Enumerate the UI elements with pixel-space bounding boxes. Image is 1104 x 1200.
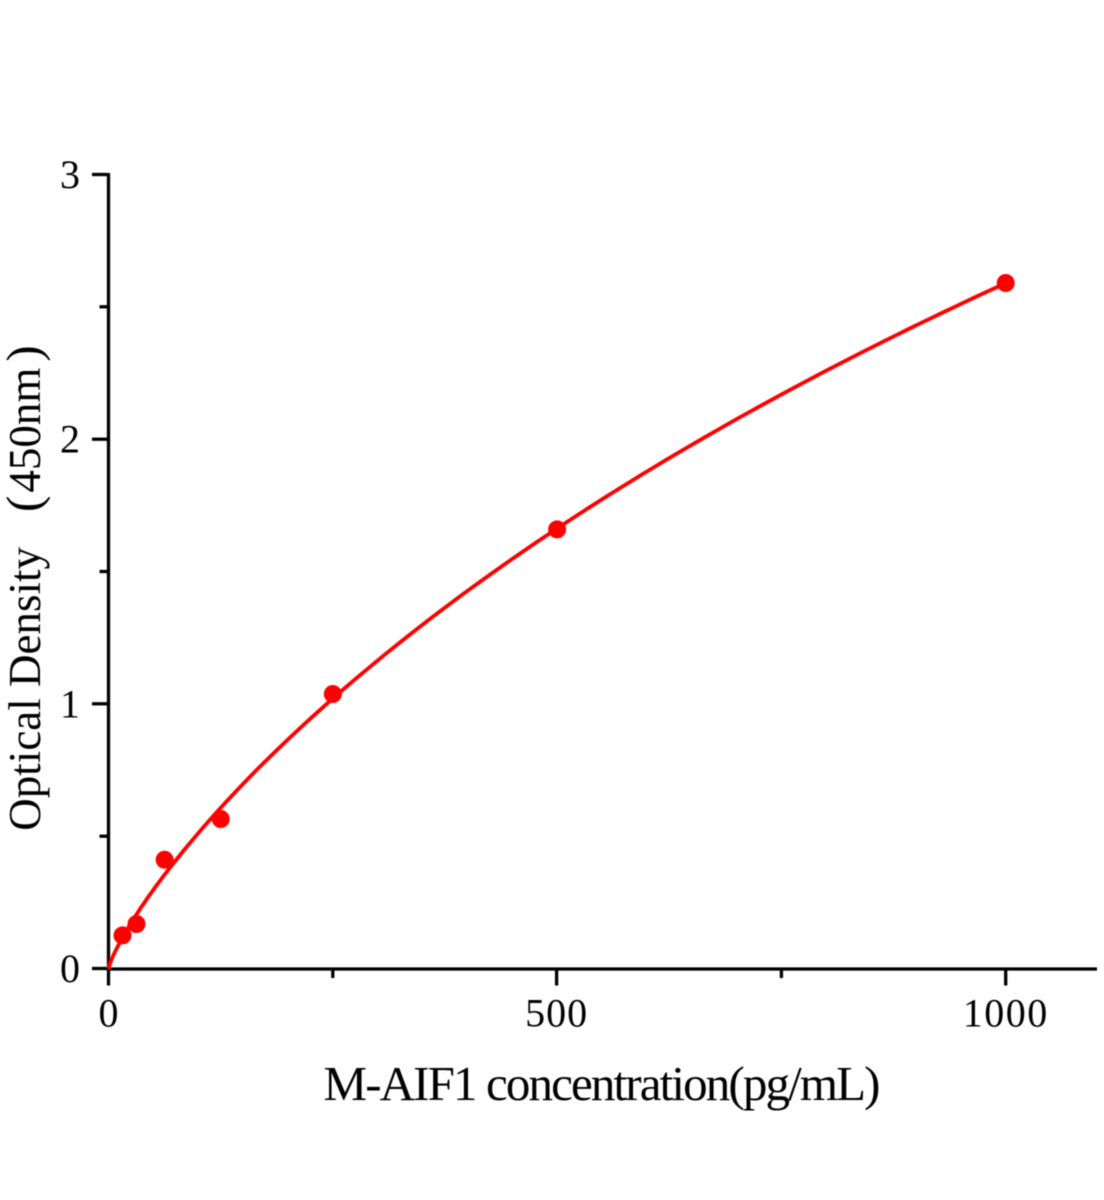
svg-text:M-AIF1 concentration(pg/mL): M-AIF1 concentration(pg/mL) <box>324 1056 881 1111</box>
svg-text:1000: 1000 <box>963 991 1049 1036</box>
svg-text:0: 0 <box>60 946 80 991</box>
svg-text:500: 500 <box>525 991 588 1036</box>
svg-text:1: 1 <box>60 681 80 726</box>
svg-text:0: 0 <box>99 991 119 1036</box>
svg-text:3: 3 <box>60 152 80 197</box>
svg-text:Optical Density(450nm): Optical Density(450nm) <box>0 345 51 830</box>
svg-text:2: 2 <box>60 417 80 462</box>
